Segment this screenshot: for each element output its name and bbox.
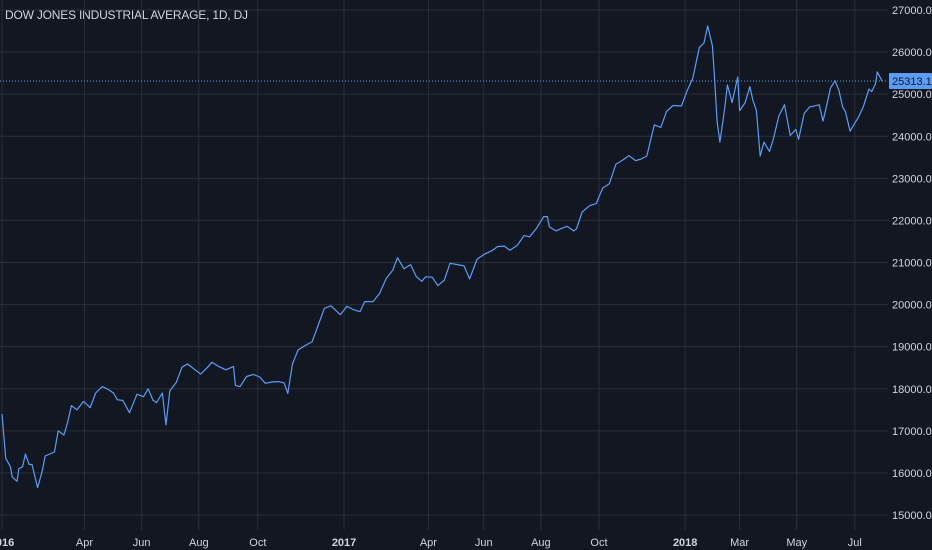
x-tick-label: Oct [590,537,607,549]
y-tick-label: 25000.00 [892,89,932,101]
x-tick-label: Oct [249,537,266,549]
price-line [1,25,883,489]
x-tick-label: 2017 [332,537,356,549]
y-tick-label: 18000.00 [892,384,932,396]
y-tick-label: 27000.00 [892,5,932,17]
x-tick-label: 2016 [0,537,14,549]
x-tick-label: May [786,537,807,549]
x-tick-label: 2018 [673,537,697,549]
y-tick-label: 23000.00 [892,173,932,185]
y-tick-label: 15000.00 [892,510,932,522]
x-tick-label: Mar [730,537,749,549]
y-tick-label: 22000.00 [892,215,932,227]
y-tick-label: 26000.00 [892,47,932,59]
y-tick-label: 16000.00 [892,468,932,480]
x-tick-label: Jun [475,537,493,549]
x-tick-label: Apr [420,537,437,549]
y-tick-label: 21000.00 [892,258,932,270]
y-tick-label: 17000.00 [892,426,932,438]
x-tick-label: Jun [133,537,151,549]
last-price-tag [889,72,932,89]
x-tick-label: Aug [189,537,209,549]
x-tick-label: Aug [531,537,551,549]
y-tick-label: 24000.00 [892,131,932,143]
y-tick-label: 20000.00 [892,300,932,312]
y-tick-label: 19000.00 [892,342,932,354]
chart-title: DOW JONES INDUSTRIAL AVERAGE, 1D, DJ [5,8,248,22]
x-tick-label: Jul [848,537,862,549]
last-price-label: 25313.14 [892,76,932,88]
x-tick-label: Apr [76,537,93,549]
